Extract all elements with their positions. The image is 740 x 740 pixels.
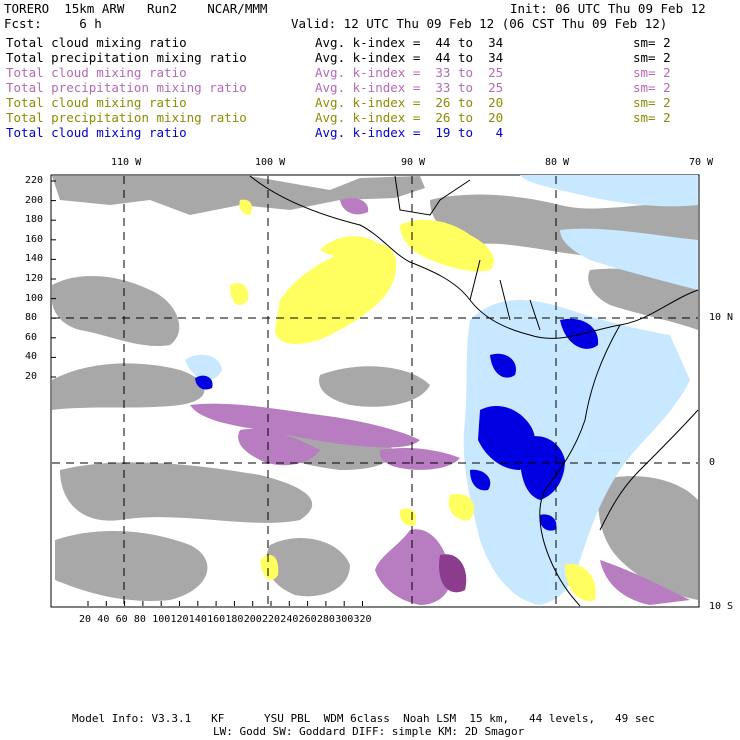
lat-label-0: 0 — [709, 457, 716, 468]
lightblue-cloud-areas — [185, 175, 698, 605]
x-tick-label: 80 — [133, 614, 146, 625]
forecast-hour: Fcst: 6 h — [4, 16, 102, 31]
x-tick-label: 40 — [97, 614, 110, 625]
y-tick-label: 60 — [25, 331, 38, 343]
y-tick-label: 20 — [25, 371, 38, 382]
lon-label-70w: 70 W — [689, 157, 714, 168]
lat-label-10n: 10 N — [709, 312, 734, 323]
x-tick-label: 120 — [170, 614, 189, 625]
legend-field-0: Total cloud mixing ratio — [6, 35, 187, 50]
legend-smooth-3: sm= 2 — [633, 80, 671, 95]
lon-label-80w: 80 W — [545, 157, 570, 168]
lon-label-90w: 90 W — [401, 157, 426, 168]
legend-kindex-1: Avg. k-index = 44 to 34 — [315, 50, 504, 65]
x-tick-label: 220 — [262, 614, 281, 625]
x-tick-label: 140 — [188, 614, 207, 625]
legend-kindex-5: Avg. k-index = 26 to 20 — [315, 110, 504, 125]
legend-field-3: Total precipitation mixing ratio — [6, 80, 247, 95]
init-time: Init: 06 UTC Thu 09 Feb 12 — [510, 1, 706, 16]
lon-label-100w: 100 W — [255, 157, 286, 168]
x-tick-label: 180 — [225, 614, 244, 625]
legend-kindex-3: Avg. k-index = 33 to 25 — [315, 80, 504, 95]
purple-cloud-areas — [190, 198, 690, 605]
coastlines — [249, 175, 699, 607]
x-tick-label: 260 — [298, 614, 317, 625]
x-tick-label: 100 — [152, 614, 171, 625]
y-tick-label: 140 — [25, 253, 44, 265]
model-info: Model Info: V3.3.1 KF YSU PBL WDM 6class… — [72, 712, 655, 725]
legend-field-1: Total precipitation mixing ratio — [6, 50, 247, 65]
lat-lon-grid — [52, 176, 698, 606]
x-tick-label: 60 — [115, 614, 128, 625]
x-tick-label: 240 — [280, 614, 299, 625]
lon-label-110w: 110 W — [111, 157, 142, 168]
x-tick-label: 200 — [243, 614, 262, 625]
y-tick-label: 180 — [25, 214, 44, 226]
valid-time: Valid: 12 UTC Thu 09 Feb 12 (06 CST Thu … — [291, 16, 668, 31]
legend-field-5: Total precipitation mixing ratio — [6, 110, 247, 125]
legend-smooth-5: sm= 2 — [633, 110, 671, 125]
physics-info: LW: Godd SW: Goddard DIFF: simple KM: 2D… — [213, 725, 525, 738]
legend-smooth-1: sm= 2 — [633, 50, 671, 65]
legend-field-6: Total cloud mixing ratio — [6, 125, 187, 140]
legend-kindex-4: Avg. k-index = 26 to 20 — [315, 95, 504, 110]
legend-kindex-2: Avg. k-index = 33 to 25 — [315, 65, 504, 80]
y-tick-label: 200 — [25, 194, 44, 206]
y-tick-label: 100 — [25, 292, 44, 304]
legend-kindex-0: Avg. k-index = 44 to 34 — [315, 35, 504, 50]
legend-smooth-0: sm= 2 — [633, 35, 671, 50]
x-tick-label: 320 — [353, 614, 372, 625]
blue-cloud-areas — [195, 318, 599, 531]
legend-kindex-6: Avg. k-index = 19 to 4 — [315, 125, 504, 140]
legend-smooth-4: sm= 2 — [633, 95, 671, 110]
x-tick-label: 300 — [335, 614, 354, 625]
legend-smooth-2: sm= 2 — [633, 65, 671, 80]
model-title: TORERO 15km ARW Run2 NCAR/MMM — [4, 1, 268, 16]
legend-field-4: Total cloud mixing ratio — [6, 95, 187, 110]
y-tick-label: 160 — [25, 233, 44, 245]
cloud-fields — [52, 175, 698, 605]
y-tick-label: 120 — [25, 273, 44, 284]
x-tick-label: 280 — [316, 614, 335, 625]
y-tick-label: 80 — [25, 312, 38, 324]
y-tick-label: 40 — [25, 351, 38, 363]
yellow-precip-areas — [230, 199, 596, 601]
lat-label-10s: 10 S — [709, 601, 734, 612]
x-tick-label: 160 — [207, 614, 226, 625]
y-tick-label: 220 — [25, 175, 44, 186]
x-tick-label: 20 — [79, 614, 92, 625]
legend-field-2: Total cloud mixing ratio — [6, 65, 187, 80]
